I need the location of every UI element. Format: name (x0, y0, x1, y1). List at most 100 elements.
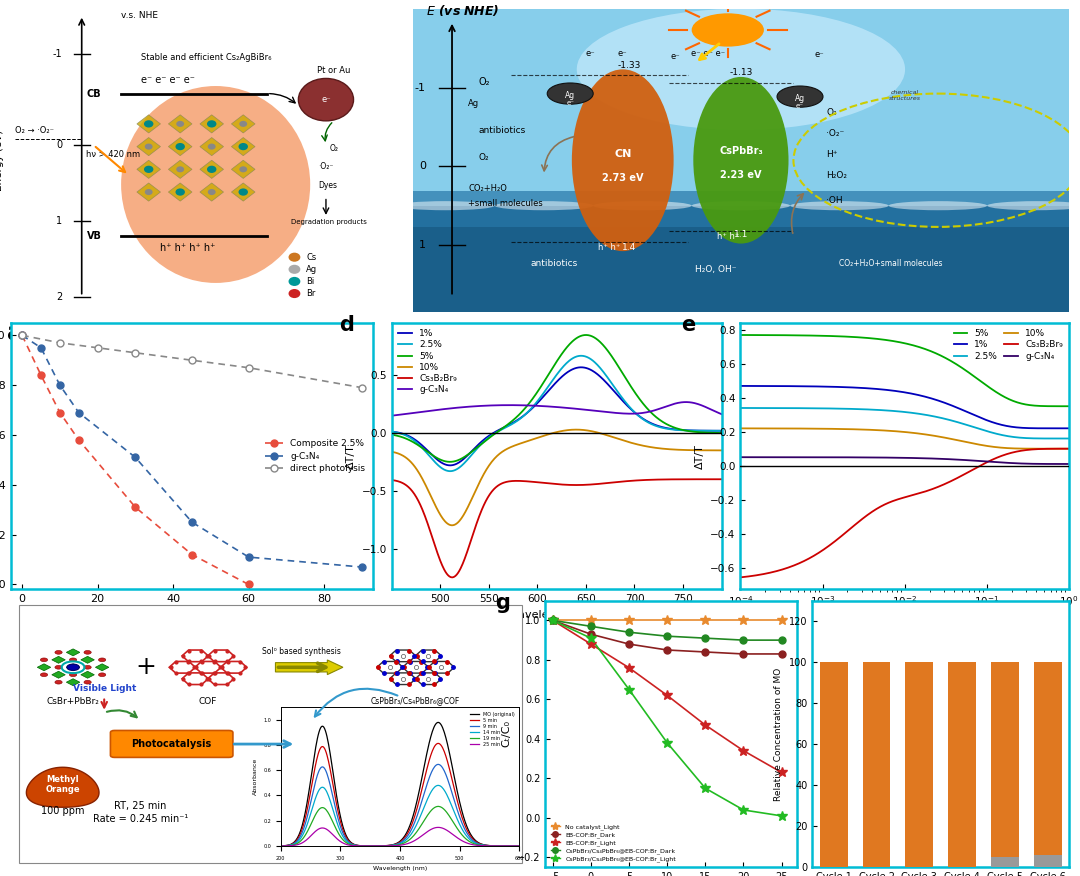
Line: Composite 2.5%: Composite 2.5% (18, 332, 252, 588)
Ellipse shape (691, 201, 791, 210)
2.5% (773, 403, 786, 413)
direct photolysis (355, 383, 368, 393)
Text: Sol⁰ based synthesis: Sol⁰ based synthesis (262, 647, 341, 656)
2.5% (941, 414, 954, 425)
Cs₃B₂Br₉ (565, 480, 578, 491)
Text: e⁻: e⁻ (618, 49, 627, 58)
5% (971, 374, 984, 385)
Cs₃B₂Br₉ (734, 572, 747, 583)
5% (386, 429, 399, 440)
Text: chemical
structures: chemical structures (889, 90, 921, 101)
Circle shape (240, 166, 247, 173)
X-axis label: wavelength (nm): wavelength (nm) (509, 610, 605, 620)
g-C₃N₄ (971, 456, 984, 466)
g-C₃N₄ (544, 401, 557, 412)
Circle shape (84, 681, 91, 684)
direct photolysis (242, 363, 255, 373)
Text: RT, 25 min: RT, 25 min (114, 801, 166, 810)
Circle shape (55, 666, 63, 669)
1% (565, 364, 578, 375)
g-C₃N₄ (679, 397, 692, 407)
Text: H⁺: H⁺ (826, 150, 838, 159)
Text: ·OH: ·OH (826, 195, 842, 205)
5% (708, 427, 721, 438)
Text: +small molecules: +small molecules (469, 199, 543, 208)
Composite 2.5% (35, 370, 48, 380)
Text: Energy (eV): Energy (eV) (0, 130, 4, 191)
Bar (413, 191, 1069, 227)
Bar (948, 662, 976, 867)
g-C₃N₄ (129, 452, 141, 463)
Text: 1: 1 (419, 240, 426, 250)
Polygon shape (168, 115, 192, 133)
Bar (863, 662, 890, 867)
Text: CB: CB (86, 88, 102, 99)
2.5% (973, 424, 986, 434)
Bar (991, 857, 1018, 867)
Polygon shape (137, 115, 161, 133)
Ellipse shape (593, 201, 691, 210)
Circle shape (288, 265, 300, 274)
Circle shape (691, 13, 764, 46)
Composite 2.5% (129, 502, 141, 512)
1% (543, 385, 556, 395)
Polygon shape (390, 650, 416, 661)
Text: g: g (495, 593, 510, 612)
Text: CO₂+H₂O: CO₂+H₂O (469, 184, 508, 193)
g-C₃N₄ (656, 403, 669, 413)
Circle shape (288, 252, 300, 262)
Text: O₂: O₂ (329, 145, 339, 153)
g-C₃N₄ (542, 401, 555, 412)
Cs₃B₂Br₉ (941, 477, 954, 488)
10% (773, 423, 786, 434)
Text: e⁻ e⁻ e⁻ e⁻: e⁻ e⁻ e⁻ e⁻ (140, 75, 194, 85)
2.5% (1063, 434, 1076, 444)
2.5% (544, 377, 557, 387)
Circle shape (144, 166, 153, 173)
direct photolysis (186, 355, 199, 365)
Y-axis label: Cₜ/C₀: Cₜ/C₀ (501, 720, 511, 747)
g-C₃N₄ (15, 330, 28, 341)
Polygon shape (390, 673, 416, 684)
Polygon shape (95, 664, 109, 671)
Circle shape (67, 664, 79, 670)
Text: -1: -1 (415, 82, 426, 93)
Ellipse shape (396, 201, 495, 210)
g-C₃N₄ (386, 410, 399, 420)
Polygon shape (220, 661, 246, 673)
Text: O₂: O₂ (478, 153, 489, 162)
10% (841, 424, 854, 434)
10% (941, 433, 954, 443)
2.5% (734, 403, 747, 413)
Cs₃B₂Br₉ (708, 474, 721, 484)
1% (773, 381, 786, 392)
Line: g-C₃N₄: g-C₃N₄ (18, 332, 365, 570)
Polygon shape (168, 160, 192, 179)
Text: CsPbBr₃/Cs₄PbBr₆@COF: CsPbBr₃/Cs₄PbBr₆@COF (370, 696, 460, 705)
Composite 2.5% (15, 330, 28, 341)
Bar (1034, 855, 1062, 867)
g-C₃N₄ (355, 562, 368, 572)
Polygon shape (81, 656, 94, 663)
5% (973, 375, 986, 385)
Polygon shape (231, 160, 255, 179)
Line: Cs₃B₂Br₉: Cs₃B₂Br₉ (741, 449, 1069, 577)
Line: 10%: 10% (392, 429, 721, 526)
Text: COF: COF (199, 696, 217, 705)
Line: direct photolysis: direct photolysis (18, 332, 365, 391)
Polygon shape (416, 650, 442, 661)
direct photolysis (53, 337, 66, 348)
Text: Rate = 0.245 min⁻¹: Rate = 0.245 min⁻¹ (93, 814, 188, 824)
Circle shape (176, 166, 184, 173)
Circle shape (145, 189, 152, 195)
X-axis label: Time (min): Time (min) (158, 610, 226, 623)
Text: CN: CN (615, 149, 632, 159)
Circle shape (288, 289, 300, 298)
FancyBboxPatch shape (18, 604, 522, 863)
g-C₃N₄ (242, 552, 255, 562)
Text: H₂O₂: H₂O₂ (826, 172, 848, 180)
Polygon shape (66, 649, 80, 656)
Text: 2.73 eV: 2.73 eV (602, 173, 644, 183)
Composite 2.5% (186, 549, 199, 560)
1% (971, 412, 984, 422)
